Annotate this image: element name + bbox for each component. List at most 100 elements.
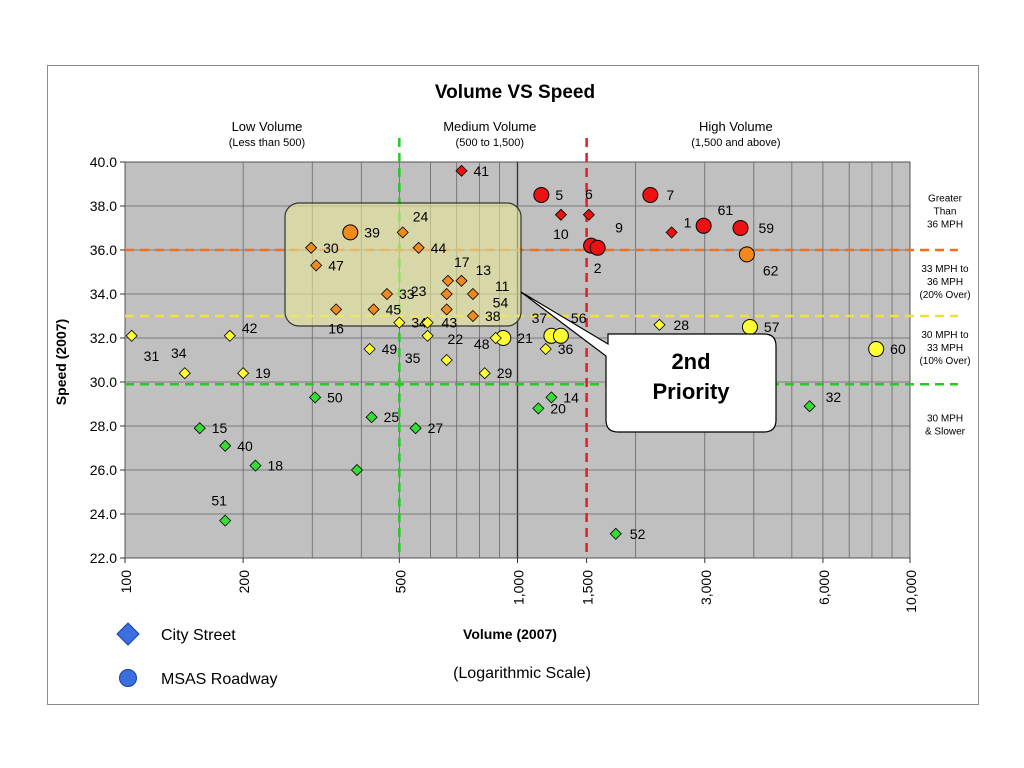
- data-point-circle: [533, 187, 550, 203]
- data-point-label: 21: [517, 330, 533, 346]
- data-point-label: 1: [684, 214, 692, 230]
- data-point-diamond: [466, 309, 480, 323]
- y-tick-label: 30.0: [90, 374, 117, 390]
- x-tick-label: 1,500: [580, 570, 596, 605]
- x-tick-label: 100: [118, 570, 134, 594]
- data-point-circle: [695, 217, 712, 234]
- data-point-diamond: [478, 367, 491, 380]
- data-point-label: 42: [242, 320, 258, 336]
- data-point-label: 48: [474, 336, 490, 352]
- speed-band-label: (10% Over): [919, 356, 970, 367]
- callout-text: 2nd: [671, 349, 710, 374]
- data-point-circle: [552, 327, 569, 344]
- data-point-diamond: [803, 400, 816, 413]
- data-point-diamond: [330, 303, 343, 316]
- legend-label: MSAS Roadway: [161, 671, 278, 688]
- y-tick-label: 24.0: [90, 506, 117, 522]
- data-point-label: 34: [411, 315, 427, 331]
- volume-speed-chart: Volume VS Speed Volume (2007) (Logarithm…: [53, 82, 971, 688]
- data-point-label: 43: [442, 315, 458, 331]
- data-point-diamond: [421, 316, 434, 329]
- data-point-circle: [342, 224, 359, 241]
- data-point-label: 52: [630, 526, 646, 542]
- data-point-label: 49: [382, 341, 398, 357]
- data-point-label: 31: [144, 348, 160, 364]
- data-point-label: 61: [718, 202, 734, 218]
- data-point-diamond: [380, 287, 394, 301]
- y-tick-label: 28.0: [90, 418, 117, 434]
- data-point-label: 11: [495, 278, 510, 294]
- chart-title: Volume VS Speed: [435, 82, 595, 103]
- data-point-label: 57: [764, 319, 780, 335]
- callout-bubble: [520, 291, 777, 433]
- x-tick-label: 3,000: [698, 570, 714, 605]
- data-point-label: 50: [327, 389, 343, 405]
- data-point-label: 25: [384, 409, 400, 425]
- x-tick-label: 6,000: [816, 570, 832, 605]
- data-point-label: 5: [555, 187, 563, 203]
- data-point-label: 10: [553, 226, 569, 242]
- data-point-label: 36: [558, 341, 574, 357]
- data-point-label: 34: [171, 345, 187, 361]
- y-tick-label: 36.0: [90, 242, 117, 258]
- data-point-label: 47: [328, 257, 344, 273]
- volume-band-subtitle: (Less than 500): [229, 137, 305, 149]
- data-point-diamond: [125, 329, 138, 342]
- data-point-label: 41: [474, 163, 490, 179]
- data-point-diamond: [466, 287, 480, 301]
- data-point-diamond: [350, 463, 364, 477]
- data-point-diamond: [310, 259, 323, 272]
- x-tick-label: 10,000: [903, 570, 919, 613]
- y-tick-label: 26.0: [90, 462, 117, 478]
- data-point-label: 38: [485, 308, 501, 324]
- data-point-label: 59: [759, 220, 775, 236]
- speed-band-label: 33 MPH to: [921, 264, 969, 275]
- y-tick-label: 34.0: [90, 286, 117, 302]
- data-point-diamond: [421, 329, 434, 342]
- y-tick-label: 32.0: [90, 330, 117, 346]
- callout-text: Priority: [652, 379, 730, 404]
- chart-frame: Volume VS Speed Volume (2007) (Logarithm…: [47, 65, 979, 705]
- data-point-label: 60: [890, 341, 906, 357]
- y-tick-label: 40.0: [90, 154, 117, 170]
- data-point-label: 35: [405, 350, 421, 366]
- data-point-label: 37: [532, 310, 548, 326]
- data-point-label: 23: [411, 283, 427, 299]
- speed-band-label: 36 MPH: [927, 219, 963, 230]
- data-point-circle: [741, 319, 758, 335]
- data-point-label: 27: [428, 420, 444, 436]
- data-point-diamond: [412, 241, 425, 254]
- data-point-label: 22: [448, 331, 464, 347]
- x-axis-label: Volume (2007): [463, 626, 557, 642]
- speed-band-label: & Slower: [925, 426, 966, 437]
- data-point-label: 30: [323, 240, 339, 256]
- data-point-circle: [642, 187, 659, 203]
- data-point-diamond: [665, 226, 678, 239]
- data-point-diamond: [440, 303, 453, 316]
- speed-band-label: (20% Over): [919, 290, 970, 301]
- data-point-label: 56: [571, 310, 587, 326]
- data-point-diamond: [609, 527, 622, 540]
- data-point-circle: [589, 239, 606, 256]
- data-point-diamond: [554, 208, 567, 221]
- data-point-diamond: [582, 208, 595, 221]
- speed-band-label: 30 MPH: [927, 413, 963, 424]
- data-point-diamond: [193, 422, 206, 435]
- data-point-label: 32: [826, 389, 842, 405]
- data-point-label: 24: [413, 208, 429, 224]
- data-point-label: 54: [493, 294, 509, 310]
- data-point-diamond: [489, 331, 502, 345]
- legend-diamond-icon: [116, 622, 140, 646]
- data-point-label: 28: [673, 317, 689, 333]
- volume-band-title: Low Volume: [232, 119, 303, 134]
- y-tick-label: 22.0: [90, 550, 117, 566]
- data-point-label: 17: [454, 254, 470, 270]
- data-point-diamond: [396, 226, 409, 239]
- data-point-diamond: [440, 353, 453, 367]
- legend-label: City Street: [161, 627, 236, 644]
- data-point-label: 45: [386, 301, 402, 317]
- data-point-label: 29: [497, 365, 513, 381]
- data-point-label: 18: [267, 458, 283, 474]
- data-point-diamond: [532, 402, 545, 415]
- data-point-diamond: [440, 287, 453, 301]
